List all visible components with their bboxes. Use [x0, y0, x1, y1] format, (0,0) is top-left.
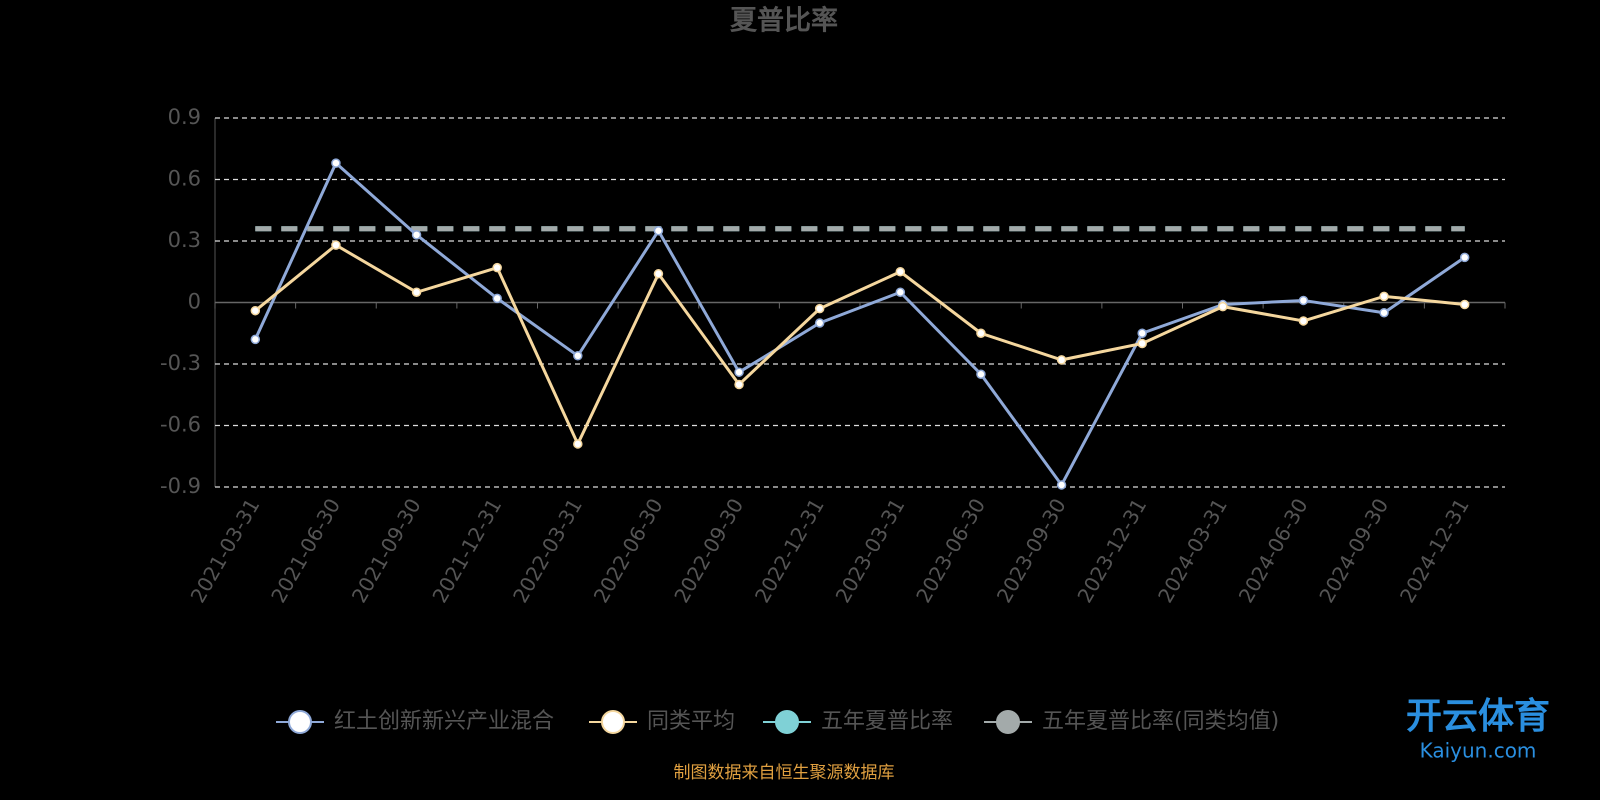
y-tick-label: 0.6: [168, 167, 201, 191]
watermark-site: Kaiyun.com: [1420, 739, 1537, 763]
legend-item: 五年夏普比率: [763, 709, 953, 734]
x-tick-label: 2022-12-31: [750, 494, 829, 607]
legend-item: 红土创新新兴产业混合: [276, 709, 554, 734]
y-tick-label: 0: [188, 290, 201, 314]
point: [1459, 252, 1470, 263]
point: [734, 379, 744, 390]
point: [653, 269, 664, 279]
y-tick-label: 0.3: [168, 228, 201, 252]
point: [331, 240, 341, 250]
point: [895, 267, 906, 277]
y-tick-label: -0.9: [160, 474, 201, 498]
point: [411, 230, 422, 240]
point: [1137, 338, 1147, 349]
legend-swatch: [601, 710, 625, 734]
point: [734, 367, 744, 377]
y-tick-label: 0.9: [168, 105, 201, 129]
legend-label: 同类平均: [647, 709, 735, 734]
x-tick-label: 2023-12-31: [1072, 494, 1151, 607]
legend-swatch: [288, 710, 312, 734]
point: [1056, 355, 1067, 365]
y-tick-label: -0.3: [160, 351, 201, 375]
point: [1056, 480, 1067, 490]
point: [1298, 295, 1309, 306]
point: [573, 351, 583, 361]
y-tick-label: -0.6: [160, 413, 201, 437]
x-tick-label: 2022-03-31: [508, 494, 587, 607]
x-tick-label: 2024-06-30: [1234, 494, 1313, 607]
point: [653, 226, 664, 236]
point: [1379, 308, 1389, 318]
x-tick-label: 2021-06-30: [266, 494, 345, 607]
legend-item: 同类平均: [589, 709, 735, 734]
x-tick-label: 2022-06-30: [589, 494, 668, 607]
point: [411, 287, 422, 297]
point: [1459, 299, 1470, 310]
legend-item: 五年夏普比率(同类均值): [984, 709, 1279, 734]
source-note: 制图数据来自恒生聚源数据库: [674, 763, 895, 783]
x-tick-label: 2024-03-31: [1153, 494, 1232, 607]
legend-label: 红土创新新兴产业混合: [334, 709, 554, 734]
series-line: [254, 243, 1465, 448]
x-tick-label: 2023-09-30: [992, 494, 1071, 607]
legend-label: 五年夏普比率(同类均值): [1042, 709, 1279, 734]
chart-title: 夏普比率: [730, 5, 838, 37]
point: [492, 293, 502, 304]
legend-swatch: [775, 710, 799, 734]
x-tick-label: 2022-09-30: [669, 494, 748, 607]
point: [250, 305, 261, 316]
legend-swatch: [996, 710, 1020, 734]
x-tick-label: 2021-12-31: [427, 494, 506, 607]
x-tick-label: 2021-03-31: [186, 494, 265, 607]
legend-label: 五年夏普比率: [821, 709, 953, 734]
point: [573, 439, 583, 449]
point: [250, 334, 261, 345]
point: [1137, 328, 1147, 338]
x-tick-label: 2024-09-30: [1314, 494, 1393, 607]
point: [976, 369, 986, 379]
x-tick-label: 2023-03-31: [831, 494, 910, 607]
point: [1298, 316, 1309, 326]
point: [895, 287, 906, 297]
point: [492, 262, 502, 273]
point: [814, 303, 825, 314]
x-tick-label: 2024-12-31: [1395, 494, 1474, 607]
point: [1379, 291, 1389, 302]
point: [331, 158, 341, 168]
series-line: [253, 160, 1466, 488]
watermark-brand: 开云体育: [1406, 696, 1550, 737]
x-tick-label: 2023-06-30: [911, 494, 990, 607]
point: [814, 318, 825, 328]
point: [1218, 301, 1228, 312]
point: [976, 328, 986, 338]
x-tick-label: 2021-09-30: [347, 494, 426, 607]
